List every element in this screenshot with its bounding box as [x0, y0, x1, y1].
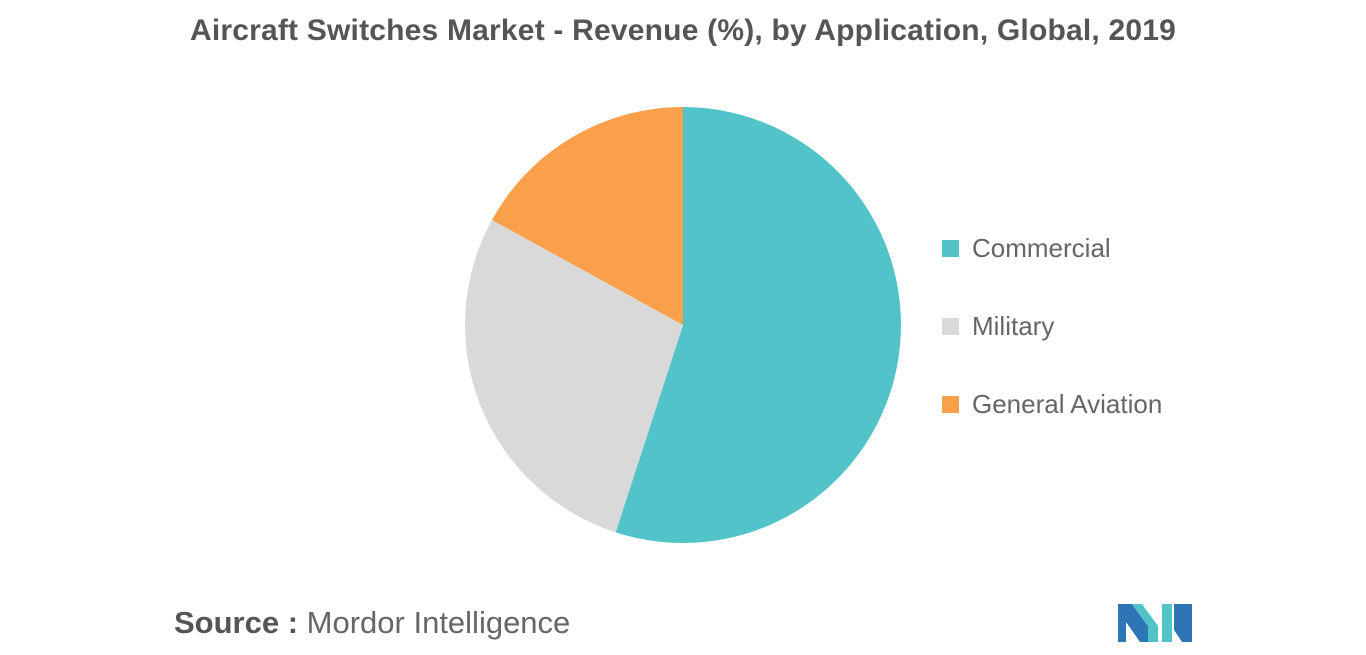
legend-item-commercial: Commercial [942, 230, 1162, 266]
pie-slice-general-aviation [491, 107, 683, 325]
legend-swatch-commercial [942, 239, 959, 257]
logo-shape-1 [1118, 604, 1148, 642]
source-text: Mordor Intelligence [306, 605, 571, 640]
legend-label-general-aviation: General Aviation [972, 388, 1163, 419]
pie-slice-military [465, 219, 683, 533]
mordor-intelligence-logo-icon [1118, 604, 1192, 642]
legend-item-general-aviation: General Aviation [942, 386, 1162, 422]
chart-title: Aircraft Switches Market - Revenue (%), … [189, 14, 1177, 47]
chart-legend: Commercial Military General Aviation [942, 230, 1162, 464]
legend-swatch-military [942, 317, 959, 335]
legend-label-military: Military [972, 310, 1055, 341]
source-note: Source : Mordor Intelligence [174, 605, 570, 641]
logo-shape-4 [1174, 604, 1192, 642]
legend-swatch-general-aviation [942, 395, 959, 413]
logo-shape-2 [1132, 604, 1158, 642]
legend-item-military: Military [942, 308, 1162, 344]
logo-shape-3 [1162, 604, 1172, 642]
source-label: Source : [174, 605, 299, 640]
legend-label-commercial: Commercial [972, 232, 1111, 263]
pie-slice-commercial [615, 107, 901, 543]
